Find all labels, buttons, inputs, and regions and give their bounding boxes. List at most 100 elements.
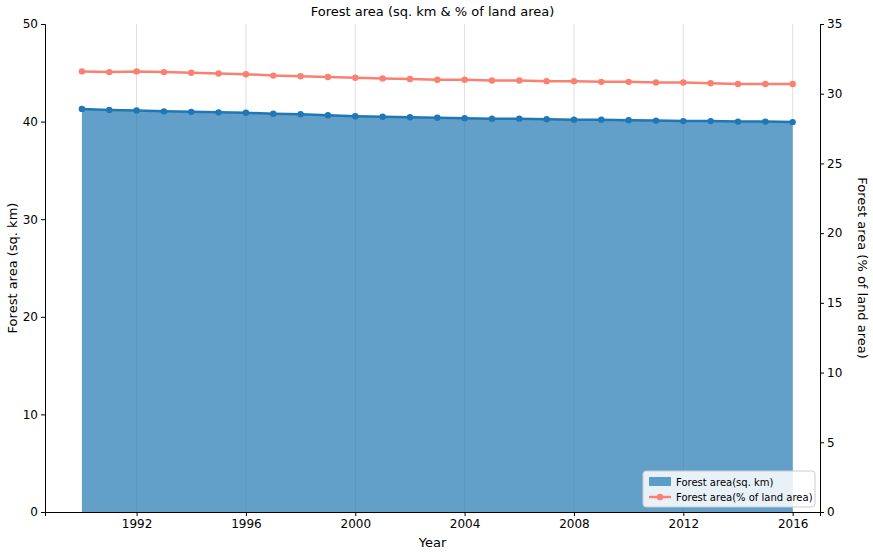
marker <box>106 107 112 113</box>
marker <box>598 116 604 122</box>
tick: 10 <box>23 408 45 422</box>
marker <box>79 68 85 74</box>
tick: 2000 <box>340 512 371 531</box>
data-layer <box>79 68 796 512</box>
tick-label: 2008 <box>559 517 590 531</box>
marker <box>598 79 604 85</box>
marker <box>735 118 741 124</box>
tick-label: 2016 <box>778 517 809 531</box>
tick-mark <box>41 219 45 220</box>
tick: 2012 <box>669 512 700 531</box>
tick-label: 30 <box>23 213 38 227</box>
marker <box>407 76 413 82</box>
marker <box>489 77 495 83</box>
tick-mark <box>574 512 575 516</box>
marker <box>707 80 713 86</box>
marker <box>270 72 276 78</box>
tick-mark <box>820 303 824 304</box>
tick-label: 20 <box>827 226 842 240</box>
marker <box>352 113 358 119</box>
marker <box>571 116 577 122</box>
tick: 50 <box>23 17 45 31</box>
marker <box>735 81 741 87</box>
plot: 1992 1996 2000 2004 2008 2012 2016 0 10 20 30 40 50 0… <box>23 17 843 530</box>
tick-mark <box>820 442 824 443</box>
tick-mark <box>41 512 45 513</box>
marker <box>680 118 686 124</box>
tick-label: 10 <box>23 408 38 422</box>
marker <box>215 109 221 115</box>
marker <box>571 78 577 84</box>
tick: 0 <box>820 505 835 519</box>
y-axis: 01020304050 <box>23 17 46 519</box>
marker <box>543 78 549 84</box>
tick: 40 <box>23 115 45 129</box>
marker <box>461 77 467 83</box>
y2-axis: 0 5 10 15 20 25 30 35 <box>820 17 842 519</box>
marker <box>188 70 194 76</box>
tick-mark <box>41 414 45 415</box>
tick-label: 1996 <box>231 517 262 531</box>
marker <box>516 115 522 121</box>
legend-frame <box>643 471 815 507</box>
y-axis-title: Forest area (sq. km) <box>5 203 20 334</box>
marker <box>653 117 659 123</box>
marker <box>270 111 276 117</box>
legend-swatch <box>649 477 671 486</box>
tick-label: 1992 <box>122 517 153 531</box>
marker <box>762 118 768 124</box>
marker <box>625 117 631 123</box>
tick: 2008 <box>559 512 590 531</box>
legend-label: Forest area(sq. km) <box>676 477 774 488</box>
marker <box>379 75 385 81</box>
tick-mark <box>820 512 824 513</box>
legend: Forest area(sq. km) Forest area(% of land… <box>643 471 815 507</box>
marker <box>789 81 795 87</box>
marker <box>106 69 112 75</box>
marker <box>407 114 413 120</box>
tick: 20 <box>820 226 842 240</box>
tick: 2016 <box>778 512 809 531</box>
marker <box>161 69 167 75</box>
tick-mark <box>137 512 138 516</box>
tick-label: 2000 <box>340 517 371 531</box>
tick: 2004 <box>450 512 481 531</box>
tick: 1992 <box>122 512 153 531</box>
marker <box>161 108 167 114</box>
marker <box>297 111 303 117</box>
y2-axis-title: Forest area (% of land area) <box>855 177 870 359</box>
tick-label: 40 <box>23 115 38 129</box>
tick-mark <box>820 24 824 25</box>
tick: 25 <box>820 157 842 171</box>
tick: 30 <box>820 87 842 101</box>
legend-marker <box>657 494 663 500</box>
tick: 15 <box>820 296 842 310</box>
marker <box>215 70 221 76</box>
marker <box>680 79 686 85</box>
tick-mark <box>41 317 45 318</box>
marker <box>789 119 795 125</box>
axis-line <box>41 25 46 513</box>
marker <box>352 74 358 80</box>
marker <box>762 81 768 87</box>
legend-label: Forest area(% of land area) <box>676 492 813 503</box>
tick: 10 <box>820 366 842 380</box>
tick-label: 2004 <box>450 517 481 531</box>
tick-label: 0 <box>827 505 835 519</box>
tick-mark <box>793 512 794 516</box>
tick: 20 <box>23 310 45 324</box>
marker <box>653 79 659 85</box>
tick-label: 5 <box>827 436 835 450</box>
marker <box>325 74 331 80</box>
marker <box>79 106 85 112</box>
tick-mark <box>820 163 824 164</box>
tick-mark <box>355 512 356 516</box>
x-axis: 1992 1996 2000 2004 2008 2012 2016 <box>46 512 821 531</box>
tick-label: 25 <box>827 157 842 171</box>
tick-label: 2012 <box>669 517 700 531</box>
tick: 35 <box>820 17 842 31</box>
title: Forest area (sq. km & % of land area) <box>311 4 555 19</box>
marker <box>188 109 194 115</box>
marker <box>133 68 139 74</box>
tick-mark <box>683 512 684 516</box>
